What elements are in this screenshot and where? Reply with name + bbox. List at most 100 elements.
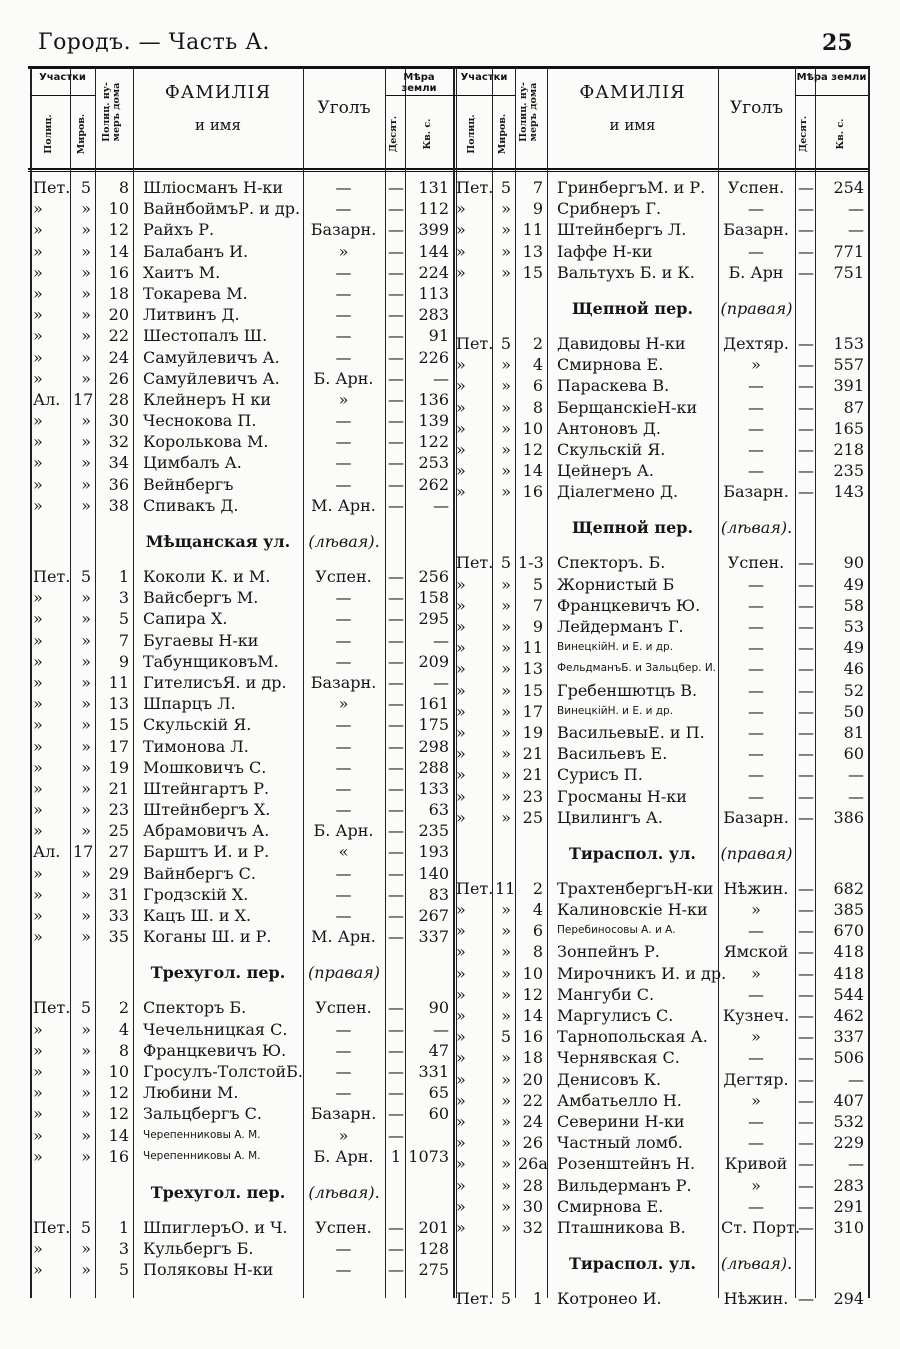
cell-num: 17 <box>522 701 543 721</box>
cell-kv: 275 <box>418 1260 449 1280</box>
cell-mir: » <box>501 722 511 742</box>
cell-mir: » <box>501 659 511 679</box>
cell-kv: 193 <box>418 842 449 862</box>
cell-num: 23 <box>522 786 543 806</box>
cell-kv: 81 <box>843 722 864 742</box>
cell-cor: » <box>751 355 761 375</box>
cell-des: — <box>798 418 814 438</box>
cell-name: Коколи К. и М. <box>143 567 271 586</box>
cell-kv: 226 <box>418 347 449 367</box>
cell-kv: 224 <box>418 262 449 282</box>
left-column-rule <box>95 68 96 1298</box>
cell-cor: — <box>335 199 352 219</box>
street-side: (правая) <box>720 843 793 863</box>
cell-cor: — <box>335 1083 352 1103</box>
cell-kv: 253 <box>418 453 449 473</box>
cell-name: Черепенниковы А. М. <box>143 1128 261 1141</box>
cell-pol: » <box>33 1239 43 1259</box>
cell-kv: 87 <box>843 397 864 417</box>
cell-des: — <box>388 220 404 240</box>
cell-mir: » <box>501 220 511 240</box>
cell-mir: » <box>81 863 91 883</box>
cell-num: 9 <box>532 617 543 636</box>
cell-pol: » <box>33 757 43 777</box>
cell-kv: — <box>433 630 449 650</box>
cell-pol: » <box>33 199 43 219</box>
cell-name: Вайсбергъ М. <box>143 588 259 608</box>
cell-kv: — <box>848 1069 864 1089</box>
cell-cor: — <box>335 326 352 346</box>
cell-name: Мошковичъ С. <box>143 757 267 777</box>
cell-name: ГителисъЯ. и др. <box>143 672 287 692</box>
cell-cor: Успен. <box>727 178 785 197</box>
cell-des: — <box>798 1069 814 1089</box>
cell-pol: » <box>456 1196 466 1216</box>
cell-des: — <box>388 609 404 629</box>
cell-mir: 5 <box>500 1289 511 1309</box>
cell-pol: » <box>456 199 466 219</box>
right-column-rule <box>795 68 796 1298</box>
cell-name: Мангуби С. <box>557 984 655 1004</box>
cell-cor: М. Арн. <box>311 495 376 515</box>
cell-des: — <box>798 807 814 827</box>
cell-name: Параскева В. <box>557 376 670 396</box>
cell-mir: » <box>81 778 91 798</box>
cell-name: Срибнеръ Г. <box>557 199 662 219</box>
cell-kv: 49 <box>843 638 864 658</box>
cell-pol: » <box>33 588 43 608</box>
cell-num: 1 <box>532 1289 543 1309</box>
cell-name: Гросулъ-ТолстойБ. <box>143 1061 304 1081</box>
cell-pol: » <box>456 659 466 679</box>
cell-des: — <box>388 927 404 947</box>
cell-cor: Б. Арн <box>728 262 784 282</box>
cell-des: — <box>388 651 404 671</box>
cell-kv: 52 <box>843 680 864 700</box>
left-column-rule <box>303 68 304 1298</box>
cell-name: Цимбалъ А. <box>143 453 242 473</box>
cell-des: — <box>388 1125 404 1145</box>
cell-name: Тимонова Л. <box>143 736 249 756</box>
cell-num: 7 <box>532 178 543 197</box>
street-side: (правая) <box>307 963 380 983</box>
cell-cor: » <box>751 1027 761 1047</box>
cell-kv: 133 <box>418 778 449 798</box>
cell-name: Вальтухъ Б. и К. <box>557 262 695 282</box>
cell-pol: » <box>456 574 466 594</box>
cell-name: Перебиносовы А. и А. <box>557 924 676 937</box>
cell-name: Жорнистый Б <box>557 574 675 594</box>
cell-cor: — <box>748 376 764 396</box>
cell-name: Францкевичъ Ю. <box>557 595 701 615</box>
cell-kv: 283 <box>833 1175 864 1195</box>
cell-num: 25 <box>522 807 543 827</box>
cell-kv: 90 <box>843 553 864 573</box>
cell-pol: » <box>456 900 466 920</box>
cell-cor: — <box>748 1048 764 1068</box>
cell-kv: 136 <box>418 389 449 409</box>
cell-des: — <box>798 984 814 1004</box>
cell-pol: » <box>456 418 466 438</box>
cell-des: — <box>798 1027 814 1047</box>
cell-cor: — <box>335 884 352 904</box>
cell-mir: » <box>501 1048 511 1068</box>
cell-num: 4 <box>532 355 543 375</box>
cell-name: ТрахтенбергъН-ки <box>557 878 714 898</box>
cell-mir: » <box>501 900 511 920</box>
cell-num: 15 <box>108 715 129 735</box>
cell-pol: » <box>33 283 43 303</box>
cell-mir: » <box>501 765 511 785</box>
cell-name: Клейнеръ Н ки <box>143 389 272 409</box>
cell-pol: » <box>33 927 43 947</box>
cell-des: — <box>388 495 404 515</box>
cell-mir: » <box>81 1104 91 1124</box>
cell-kv: 128 <box>418 1239 449 1259</box>
cell-des: — <box>388 736 404 756</box>
cell-pol: » <box>456 1111 466 1131</box>
cell-cor: — <box>335 609 352 629</box>
cell-name: Любини М. <box>143 1083 239 1103</box>
cell-kv: 418 <box>833 963 864 983</box>
cell-kv: 235 <box>418 821 449 841</box>
cell-des: — <box>798 617 814 636</box>
cell-num: 26 <box>108 368 129 388</box>
cell-mir: » <box>81 262 91 282</box>
cell-pol: » <box>33 220 43 240</box>
